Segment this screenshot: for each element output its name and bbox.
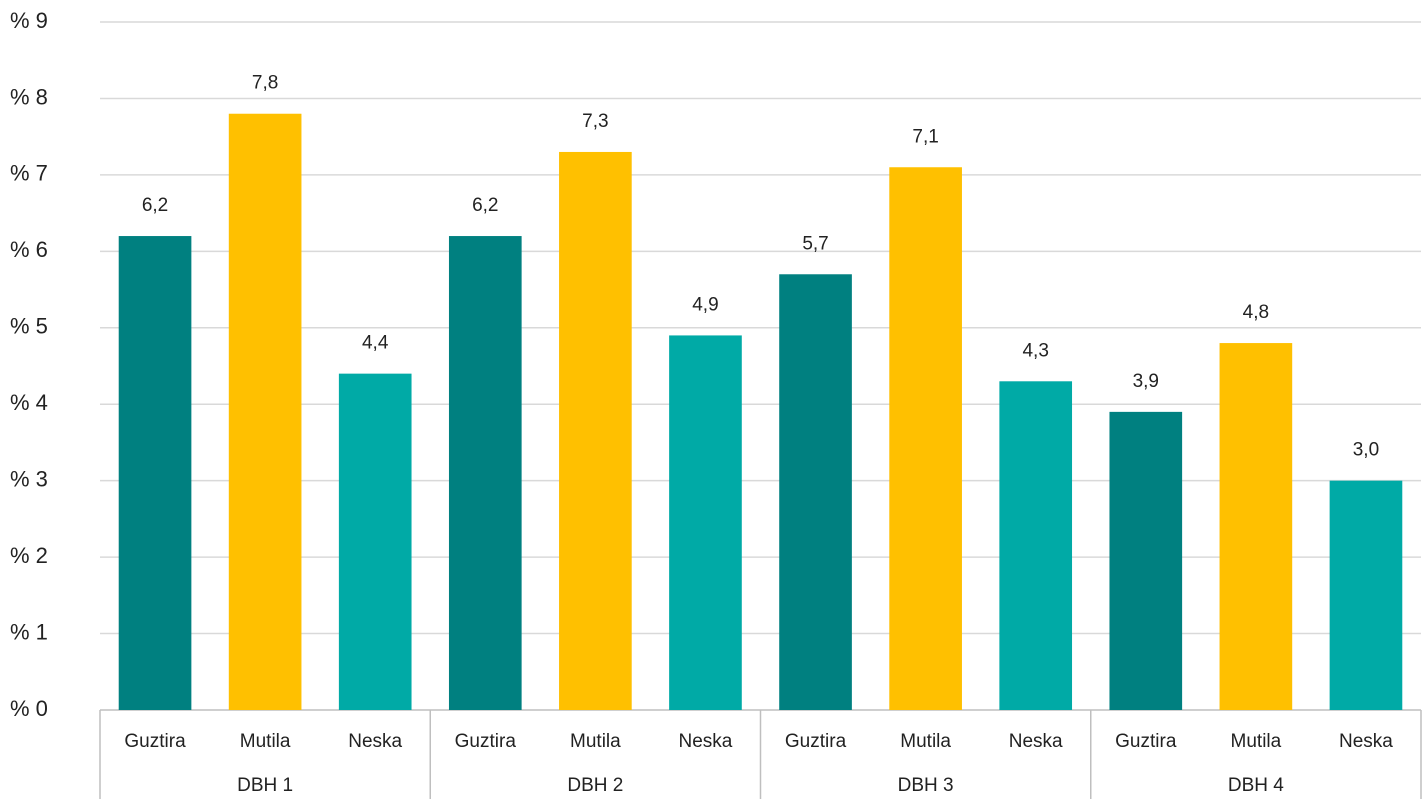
value-label: 4,3 <box>1022 340 1048 361</box>
bar <box>1109 411 1183 710</box>
x-tick-label: Guztira <box>124 731 186 752</box>
value-label: 5,7 <box>802 233 828 254</box>
bar <box>559 151 632 710</box>
value-label: 4,9 <box>692 294 718 315</box>
value-label: 6,2 <box>472 195 498 216</box>
y-tick-label: % 3 <box>10 466 48 491</box>
y-tick-label: % 2 <box>10 543 48 568</box>
value-label: 3,0 <box>1353 440 1379 461</box>
bar <box>1219 343 1293 710</box>
y-tick-label: % 1 <box>10 619 48 644</box>
bar <box>338 373 412 710</box>
x-tick-label: Mutila <box>570 731 621 752</box>
bar <box>889 167 962 710</box>
group-label: DBH 2 <box>567 775 623 796</box>
value-label: 3,9 <box>1133 371 1159 392</box>
value-label: 7,1 <box>912 126 938 147</box>
y-tick-label: % 6 <box>10 237 48 262</box>
value-label: 7,8 <box>252 73 278 94</box>
x-tick-label: Guztira <box>455 731 517 752</box>
value-label: 4,4 <box>362 333 389 354</box>
bar <box>1329 480 1403 710</box>
bar <box>999 381 1073 710</box>
x-tick-label: Mutila <box>240 731 291 752</box>
y-tick-label: % 9 <box>10 8 48 33</box>
x-tick-label: Neska <box>679 731 733 752</box>
x-tick-label: Guztira <box>1115 731 1177 752</box>
x-tick-label: Guztira <box>785 731 847 752</box>
value-label: 6,2 <box>142 195 168 216</box>
bar <box>118 236 192 711</box>
x-tick-label: Neska <box>1009 731 1063 752</box>
x-tick-label: Mutila <box>900 731 951 752</box>
x-tick-label: Mutila <box>1231 731 1282 752</box>
y-tick-label: % 5 <box>10 314 48 339</box>
value-label: 4,8 <box>1243 302 1269 323</box>
bar <box>779 274 852 710</box>
x-tick-label: Neska <box>1339 731 1393 752</box>
bar <box>228 113 302 710</box>
group-label: DBH 3 <box>898 775 954 796</box>
group-label: DBH 1 <box>237 775 293 796</box>
bar <box>669 335 742 710</box>
group-label: DBH 4 <box>1228 775 1284 796</box>
value-label: 7,3 <box>582 111 608 132</box>
x-tick-label: Neska <box>348 731 402 752</box>
y-tick-label: % 8 <box>10 84 48 109</box>
bar <box>448 236 522 711</box>
y-tick-label: % 0 <box>10 696 48 721</box>
y-tick-label: % 7 <box>10 161 48 186</box>
y-tick-label: % 4 <box>10 390 48 415</box>
